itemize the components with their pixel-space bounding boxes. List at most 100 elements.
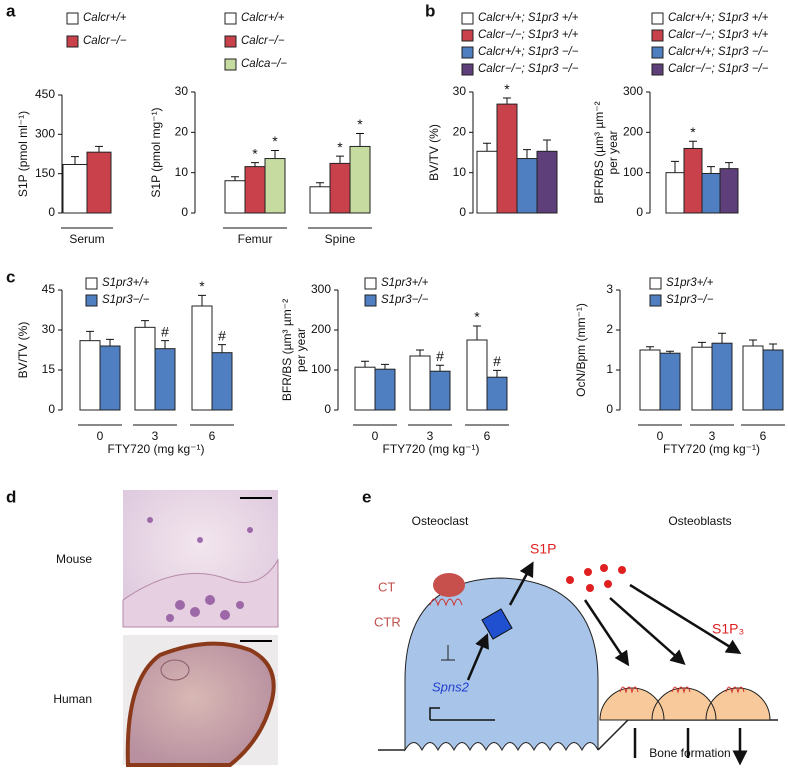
y-axis-label: per year — [606, 130, 620, 174]
significance-mark: * — [199, 278, 205, 294]
mouse-micrograph — [122, 490, 279, 628]
x-tick-label: 3 — [152, 429, 159, 443]
x-tick-label: Serum — [69, 232, 104, 246]
x-axis-label: FTY720 (mg kg⁻¹) — [107, 442, 204, 456]
legend-label: Calcr+/+; S1pr3 +/+ — [668, 12, 769, 24]
bar — [429, 370, 451, 411]
legend-swatch — [461, 29, 474, 42]
x-tick-label: Spine — [325, 232, 356, 246]
bar — [224, 180, 246, 214]
y-tick-label: 450 — [35, 87, 55, 101]
bar — [762, 349, 784, 411]
error-bar — [231, 176, 239, 181]
bar — [79, 340, 101, 411]
panel-label: b — [425, 1, 435, 20]
y-tick-label: 20 — [175, 125, 189, 139]
error-bar — [493, 369, 501, 378]
error-bar — [473, 325, 481, 340]
legend-label: Calcr−/−; S1pr3 −/− — [478, 63, 579, 75]
bar — [62, 163, 88, 214]
row-label: Human — [53, 692, 92, 706]
bar — [329, 162, 351, 214]
error-bar — [381, 363, 389, 370]
bar — [683, 147, 703, 214]
significance-mark: * — [690, 124, 696, 140]
legend-swatch — [224, 58, 237, 71]
legend-swatch — [66, 12, 79, 25]
legend-swatch — [651, 46, 664, 59]
x-tick-label: 0 — [372, 429, 379, 443]
legend-swatch — [651, 12, 664, 25]
diagram-label: Osteoblasts — [668, 514, 731, 528]
y-tick-label: 300 — [35, 127, 55, 141]
error-bar — [543, 139, 551, 152]
diagram-label: Bone formation — [649, 746, 730, 760]
bar — [264, 158, 286, 214]
y-tick-label: 100 — [623, 165, 643, 179]
bar — [665, 172, 685, 214]
y-axis-label: S1P (pmol ml⁻¹) — [16, 111, 30, 197]
legend-label: S1pr3+/+ — [102, 277, 150, 289]
error-bar — [95, 145, 103, 153]
diagram-label: S1P₃ — [712, 621, 744, 637]
significance-mark: # — [161, 323, 169, 339]
y-axis-label: S1P (pmol mg⁻¹) — [149, 107, 163, 197]
bar — [516, 158, 538, 214]
bar — [691, 346, 713, 411]
error-bar — [416, 349, 424, 356]
legend-swatch — [461, 46, 474, 59]
bar — [711, 342, 733, 411]
x-tick-label: 3 — [709, 429, 716, 443]
bar — [701, 172, 721, 214]
y-tick-label: 0 — [636, 205, 643, 219]
error-bar — [483, 142, 491, 152]
legend-label: Calca−/− — [241, 58, 287, 70]
error-bar — [769, 343, 777, 350]
bar — [486, 376, 508, 411]
legend-label: Calcr+/+; S1pr3 −/− — [478, 46, 579, 58]
x-tick-label: 6 — [760, 429, 767, 443]
y-axis-label: BFR/BS (µm³ µm⁻² — [280, 299, 294, 401]
y-tick-label: 30 — [42, 322, 56, 336]
diagram-label: S1P — [530, 541, 556, 557]
error-bar — [698, 341, 706, 348]
error-bar — [503, 97, 511, 105]
y-tick-label: 2 — [606, 322, 613, 336]
legend-swatch — [224, 12, 237, 25]
y-tick-label: 30 — [175, 84, 189, 98]
panel-label: e — [362, 487, 371, 506]
significance-mark: # — [493, 353, 501, 369]
legend-label: Calcr+/+; S1pr3 −/− — [668, 46, 769, 58]
error-bar — [271, 149, 279, 159]
y-tick-label: 0 — [48, 402, 55, 416]
bar — [99, 345, 121, 411]
y-tick-label: 20 — [453, 125, 467, 139]
bar — [466, 339, 488, 411]
row-label: Mouse — [56, 552, 92, 566]
error-bar — [161, 340, 169, 349]
y-tick-label: 300 — [623, 84, 643, 98]
bar — [536, 150, 558, 214]
y-tick-label: 0 — [181, 205, 188, 219]
legend-swatch — [651, 29, 664, 42]
x-tick-label: 3 — [427, 429, 434, 443]
legend-label: Calcr−/− — [241, 35, 285, 47]
x-tick-label: 6 — [209, 429, 216, 443]
y-tick-label: 3 — [606, 282, 613, 296]
error-bar — [218, 344, 226, 353]
bar — [309, 186, 331, 214]
legend-swatch — [364, 294, 377, 307]
bar — [86, 151, 112, 214]
y-tick-label: 0 — [324, 402, 331, 416]
legend-label: S1pr3+/+ — [666, 277, 714, 289]
bar — [496, 103, 518, 214]
y-axis-label: OcN/Bpm (mm⁻¹) — [574, 303, 588, 397]
legend-label: S1pr3+/+ — [381, 277, 429, 289]
significance-mark: # — [218, 327, 226, 343]
legend-label: S1pr3−/− — [102, 294, 150, 306]
error-bar — [71, 156, 79, 165]
error-bar — [141, 320, 149, 328]
error-bar — [356, 133, 364, 147]
bar — [354, 366, 376, 411]
